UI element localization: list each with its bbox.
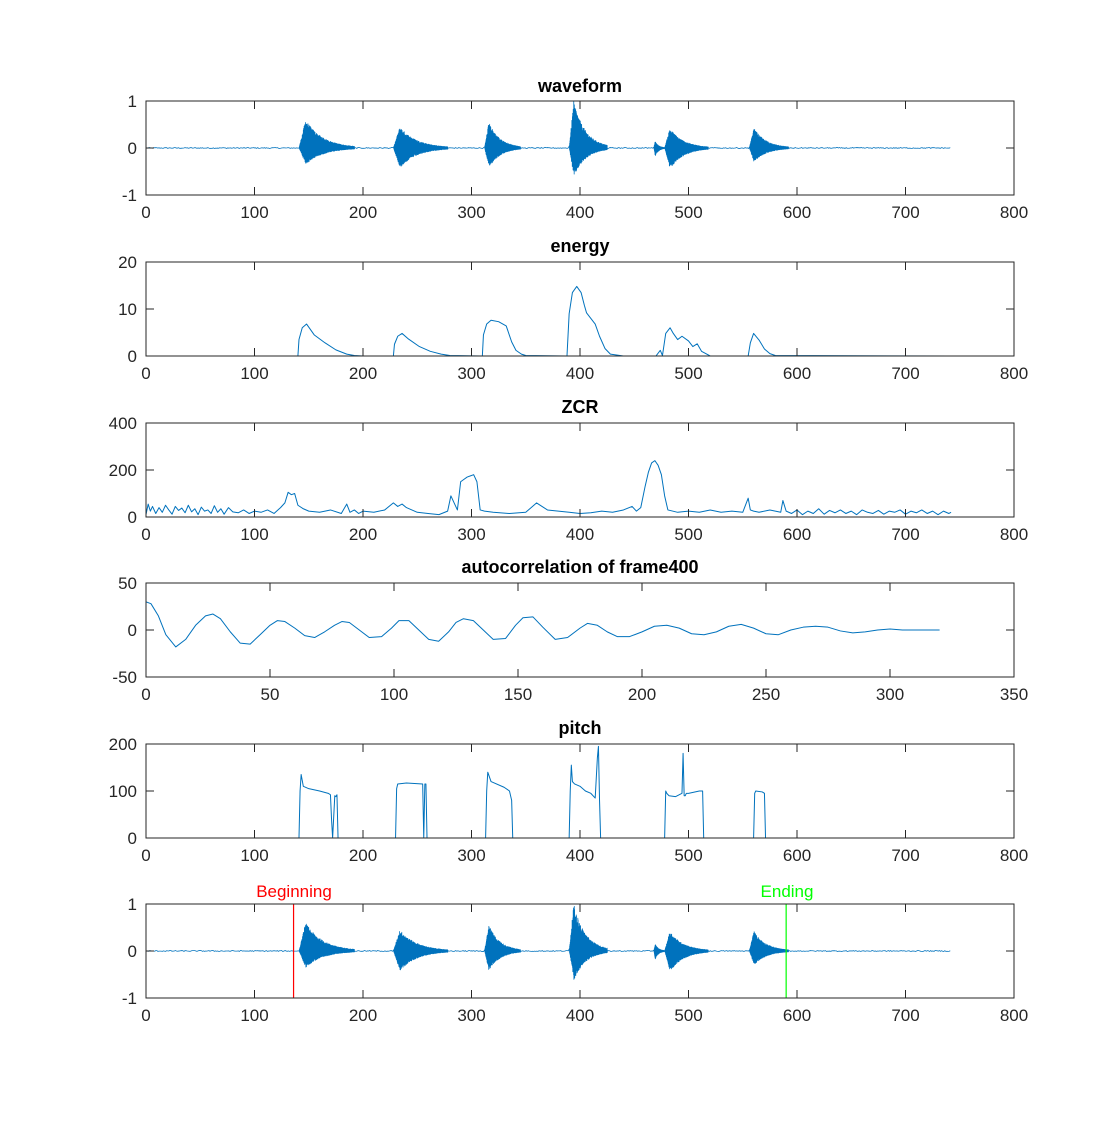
x-tick-label: 400 — [566, 1006, 594, 1025]
y-tick-label: 0 — [128, 508, 137, 527]
x-tick-label: 100 — [240, 1006, 268, 1025]
x-tick-label: 100 — [240, 525, 268, 544]
y-tick-label: -50 — [112, 668, 137, 687]
x-tick-label: 500 — [674, 525, 702, 544]
plot-area-2 — [146, 460, 952, 516]
y-tick-label: 0 — [128, 942, 137, 961]
x-tick-label: 200 — [628, 685, 656, 704]
x-tick-label: 700 — [891, 525, 919, 544]
x-tick-label: 100 — [380, 685, 408, 704]
x-tick-label: 800 — [1000, 525, 1028, 544]
x-tick-label: 500 — [674, 364, 702, 383]
x-tick-label: 600 — [783, 203, 811, 222]
x-tick-label: 0 — [141, 846, 150, 865]
series-line-0-0 — [146, 101, 951, 175]
y-tick-label: 50 — [118, 574, 137, 593]
x-tick-label: 0 — [141, 364, 150, 383]
x-tick-label: 300 — [876, 685, 904, 704]
x-tick-label: 200 — [349, 1006, 377, 1025]
x-tick-label: 200 — [349, 364, 377, 383]
plot-area-4 — [146, 745, 952, 838]
x-tick-label: 300 — [457, 846, 485, 865]
x-tick-label: 600 — [783, 364, 811, 383]
plot-area-5 — [146, 906, 951, 980]
y-tick-label: 100 — [109, 782, 137, 801]
panel-2: 0 100 200 300 400 500 600 700 800 0 200 400 — [109, 414, 1029, 544]
beginning-label: Beginning — [256, 882, 332, 901]
series-line-5-0 — [146, 906, 951, 980]
y-tick-label: 200 — [109, 735, 137, 754]
x-tick-label: 200 — [349, 203, 377, 222]
x-tick-label: 100 — [240, 846, 268, 865]
x-tick-label: 700 — [891, 1006, 919, 1025]
panel-title-pitch: pitch — [559, 718, 602, 738]
x-tick-label: 800 — [1000, 1006, 1028, 1025]
x-tick-label: 400 — [566, 846, 594, 865]
series-line-4-0 — [146, 745, 952, 838]
x-tick-label: 800 — [1000, 846, 1028, 865]
x-tick-label: 500 — [674, 846, 702, 865]
x-tick-label: 250 — [752, 685, 780, 704]
x-tick-label: 0 — [141, 1006, 150, 1025]
plot-area-0 — [146, 101, 951, 175]
x-tick-label: 600 — [783, 846, 811, 865]
y-tick-label: 0 — [128, 621, 137, 640]
x-tick-label: 400 — [566, 364, 594, 383]
panel-0: 0 100 200 300 400 500 600 700 800-101 — [122, 92, 1028, 222]
y-tick-label: 0 — [128, 347, 137, 366]
y-tick-label: -1 — [122, 989, 137, 1008]
x-tick-label: 400 — [566, 525, 594, 544]
x-tick-label: 150 — [504, 685, 532, 704]
x-tick-label: 200 — [349, 846, 377, 865]
y-tick-label: 0 — [128, 139, 137, 158]
series-line-1-0 — [146, 285, 952, 356]
x-tick-label: 700 — [891, 203, 919, 222]
panel-title-zcr: ZCR — [562, 397, 599, 417]
panel-title-autocorrelation: autocorrelation of frame400 — [461, 557, 698, 577]
panel-title-energy: energy — [550, 236, 609, 256]
series-line-2-0 — [146, 460, 952, 516]
panel-1: 0 100 200 300 400 500 600 700 800 0 10 20 — [118, 253, 1028, 383]
x-tick-label: 0 — [141, 685, 150, 704]
x-tick-label: 300 — [457, 203, 485, 222]
x-tick-label: 500 — [674, 1006, 702, 1025]
panel-4: 0 100 200 300 400 500 600 700 800 0 100 200 — [109, 735, 1029, 865]
x-tick-label: 200 — [349, 525, 377, 544]
y-tick-label: 10 — [118, 300, 137, 319]
y-tick-label: 1 — [128, 895, 137, 914]
x-tick-label: 50 — [261, 685, 280, 704]
x-tick-label: 100 — [240, 364, 268, 383]
panel-5: 0 100 200 300 400 500 600 700 800-101 — [122, 895, 1028, 1025]
y-tick-label: 400 — [109, 414, 137, 433]
x-tick-label: 350 — [1000, 685, 1028, 704]
x-tick-label: 800 — [1000, 364, 1028, 383]
x-tick-label: 300 — [457, 1006, 485, 1025]
x-tick-label: 0 — [141, 203, 150, 222]
panel-title-waveform: waveform — [537, 76, 622, 96]
y-tick-label: 200 — [109, 461, 137, 480]
x-tick-label: 0 — [141, 525, 150, 544]
x-tick-label: 400 — [566, 203, 594, 222]
ending-label: Ending — [761, 882, 814, 901]
plot-area-1 — [146, 285, 952, 356]
x-tick-label: 600 — [783, 1006, 811, 1025]
x-tick-label: 700 — [891, 364, 919, 383]
x-tick-label: 500 — [674, 203, 702, 222]
x-tick-label: 800 — [1000, 203, 1028, 222]
x-tick-label: 100 — [240, 203, 268, 222]
x-tick-label: 700 — [891, 846, 919, 865]
x-tick-label: 300 — [457, 364, 485, 383]
x-tick-label: 300 — [457, 525, 485, 544]
y-tick-label: 0 — [128, 829, 137, 848]
plot-area-3 — [146, 601, 940, 648]
y-tick-label: 1 — [128, 92, 137, 111]
series-line-3-0 — [146, 601, 940, 648]
y-tick-label: -1 — [122, 186, 137, 205]
y-tick-label: 20 — [118, 253, 137, 272]
x-tick-label: 600 — [783, 525, 811, 544]
